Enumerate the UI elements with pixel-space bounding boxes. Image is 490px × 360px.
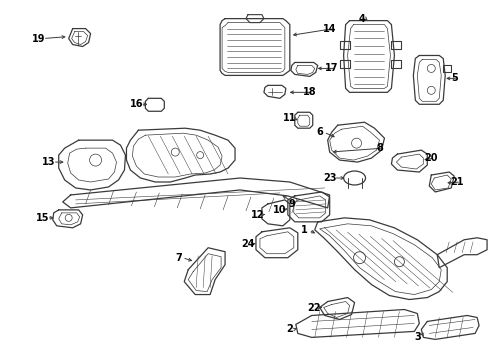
Text: 18: 18 — [303, 87, 317, 97]
Text: 9: 9 — [289, 199, 295, 209]
Text: 8: 8 — [376, 143, 383, 153]
Text: 24: 24 — [241, 239, 255, 249]
Text: 15: 15 — [36, 213, 49, 223]
Text: 11: 11 — [283, 113, 296, 123]
Text: 5: 5 — [451, 73, 458, 84]
Text: 14: 14 — [323, 24, 337, 33]
Text: 10: 10 — [273, 205, 287, 215]
Text: 7: 7 — [175, 253, 182, 263]
Text: 2: 2 — [287, 324, 293, 334]
Text: 22: 22 — [307, 302, 320, 312]
Text: 13: 13 — [42, 157, 55, 167]
Text: 3: 3 — [414, 332, 421, 342]
Text: 21: 21 — [450, 177, 464, 187]
Text: 16: 16 — [130, 99, 143, 109]
Text: 1: 1 — [301, 225, 308, 235]
Text: 6: 6 — [317, 127, 323, 137]
Text: 12: 12 — [251, 210, 265, 220]
Text: 23: 23 — [323, 173, 337, 183]
Text: 4: 4 — [358, 14, 365, 24]
Text: 19: 19 — [32, 33, 46, 44]
Text: 17: 17 — [325, 63, 339, 73]
Text: 20: 20 — [424, 153, 438, 163]
